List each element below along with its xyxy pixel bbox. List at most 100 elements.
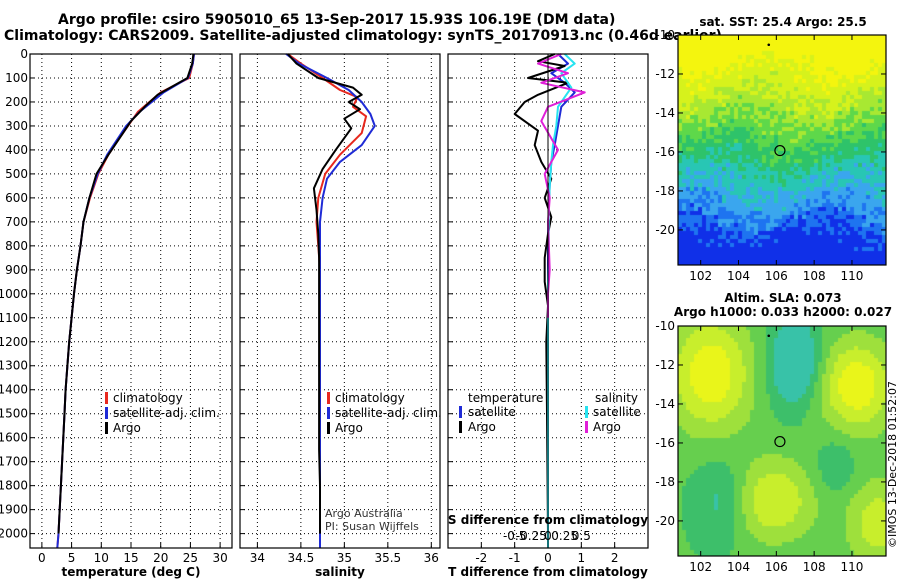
- sst_map-frame: [677, 34, 887, 266]
- sla_map: 102 104 106 108 110 -10 -12 -14 -16 -18 -20: [655, 319, 887, 574]
- temperature-legend-label: Argo: [113, 421, 141, 435]
- salinity-legend-label: climatology: [335, 391, 405, 405]
- difference-tick-label-x: 0: [544, 551, 552, 565]
- depth-tick-label: 1900: [0, 503, 28, 517]
- salinity-panel: 34 34.5 35 35.5 36 salinity climatologysatelli…: [239, 53, 442, 579]
- difference-tick-label-x: 1: [578, 551, 586, 565]
- secondary-tick-label: -0.5: [503, 529, 526, 543]
- salinity-tick-label-x: 34: [250, 551, 265, 565]
- salinity-legend-label: satellite-adj. clim.: [335, 406, 442, 420]
- difference-series-t-argo: [513, 53, 569, 534]
- sst-map-title: sat. SST: 25.4 Argo: 25.5: [699, 15, 866, 29]
- figure-title-line-1: Argo profile: csiro 5905010_65 13-Sep-20…: [58, 12, 616, 28]
- difference-tick-label-x: 2: [611, 551, 619, 565]
- depth-tick-label: 300: [5, 119, 28, 133]
- diff-legend-title-temperature: temperature: [468, 391, 543, 405]
- depth-tick-label: 500: [5, 167, 28, 181]
- sst_map-tick-label-x: 110: [841, 269, 864, 283]
- depth-tick-label: 400: [5, 143, 28, 157]
- sst_map-argo-marker: [774, 144, 786, 157]
- figure-title-line-2: Climatology: CARS2009. Satellite-adjuste…: [4, 28, 722, 44]
- depth-tick-label: 1000: [0, 287, 28, 301]
- sst_map-island-marker: [767, 43, 771, 47]
- salinity-tick-label-x: 34.5: [288, 551, 315, 565]
- sla_map-tick-label-y: -20: [655, 514, 675, 528]
- salinity-tick-label-x: 36: [424, 551, 439, 565]
- depth-tick-label: 0: [20, 47, 28, 61]
- temperature-xlabel: temperature (deg C): [62, 565, 201, 579]
- depth-tick-label: 1300: [0, 359, 28, 373]
- diff-legend-swatch-right: [585, 406, 588, 418]
- temperature-legend-swatch: [105, 392, 108, 404]
- depth-tick-label: 1500: [0, 407, 28, 421]
- salinity-frame: [239, 53, 441, 549]
- depth-tick-label: 700: [5, 215, 28, 229]
- temperature-legend-swatch: [105, 422, 108, 434]
- difference-series-t-satellite: [547, 53, 576, 548]
- salinity-legend-swatch: [327, 407, 330, 419]
- sla_map-tick-label-y: -18: [655, 475, 675, 489]
- diff-legend-swatch-left: [459, 406, 462, 418]
- sla_map-tick-label-x: 102: [689, 560, 712, 574]
- difference-series-s-satellite: [547, 53, 576, 548]
- difference-tick-label-x: -2: [475, 551, 487, 565]
- salinity-tick-label-x: 35: [337, 551, 352, 565]
- sla_map-tick-label-x: 106: [765, 560, 788, 574]
- diff-legend-label-left: satellite: [468, 405, 516, 419]
- sla_map-tick-label-y: -14: [655, 397, 675, 411]
- credit-argo-australia: Argo Australia: [325, 507, 403, 520]
- diff-legend-swatch-left: [459, 421, 462, 433]
- salinity-series-climatology: [287, 53, 368, 548]
- difference-tick-label-x: -1: [509, 551, 521, 565]
- temperature-legend-label: satellite-adj. clim.: [113, 406, 220, 420]
- sst_map-tick-label-y: -12: [655, 67, 675, 81]
- temperature-tick-label-x: 10: [94, 551, 109, 565]
- depth-tick-label: 1800: [0, 479, 28, 493]
- depth-tick-label: 1700: [0, 455, 28, 469]
- sla-map-subtitle: Argo h1000: 0.033 h2000: 0.027: [674, 305, 892, 319]
- sla_map-tick-label-y: -10: [655, 319, 675, 333]
- imos-credit: ©IMOS 13-Dec-2018 01:52:07: [886, 381, 899, 548]
- secondary-tick-label: 0: [544, 529, 552, 543]
- depth-tick-label: 1600: [0, 431, 28, 445]
- diff-legend-label-right: satellite: [593, 405, 641, 419]
- salinity-legend-label: Argo: [335, 421, 363, 435]
- salinity-tick-label-x: 35.5: [374, 551, 401, 565]
- sst_map-tick-label-y: -18: [655, 184, 675, 198]
- temperature-legend-swatch: [105, 407, 108, 419]
- diff-legend-label-right: Argo: [593, 420, 621, 434]
- diff-legend-swatch-right: [585, 421, 588, 433]
- diff-legend-title-salinity: salinity: [595, 391, 638, 405]
- sla_map-argo-marker: [774, 435, 786, 448]
- sla_map-island-marker: [767, 334, 771, 338]
- sst_map-tick-label-x: 108: [803, 269, 826, 283]
- temperature-legend-label: climatology: [113, 391, 183, 405]
- depth-tick-label: 1400: [0, 383, 28, 397]
- sla_map-tick-label-x: 104: [727, 560, 750, 574]
- sst_map-tick-label-y: -20: [655, 223, 675, 237]
- sla_map-tick-label-x: 108: [803, 560, 826, 574]
- sla_map-frame: [677, 325, 887, 557]
- sla_map-tick-label-x: 110: [841, 560, 864, 574]
- temperature-panel: 0 5 10 15 20 25 30 temperature (deg C) climatolo…: [29, 53, 233, 579]
- diff-legend-label-left: Argo: [468, 420, 496, 434]
- sst_map-tick-label-y: -10: [655, 28, 675, 42]
- sla-map-title: Altim. SLA: 0.073: [724, 291, 841, 305]
- temperature-tick-label-x: 30: [212, 551, 227, 565]
- depth-tick-label: 100: [5, 71, 28, 85]
- credit-pi-name: PI: Susan Wijffels: [325, 520, 419, 533]
- salinity-series-argo: [287, 53, 363, 534]
- sst_map-tick-label-x: 106: [765, 269, 788, 283]
- salinity-legend-swatch: [327, 422, 330, 434]
- depth-tick-label: 2000: [0, 527, 28, 541]
- difference-series-s-argo: [537, 53, 586, 318]
- secondary-tick-label: 0.5: [572, 529, 591, 543]
- sst_map-tick-label-x: 102: [689, 269, 712, 283]
- sla_map-tick-label-y: -12: [655, 358, 675, 372]
- sla_map-tick-label-y: -16: [655, 436, 675, 450]
- depth-tick-label: 1200: [0, 335, 28, 349]
- temperature-tick-label-x: 15: [123, 551, 138, 565]
- temperature-series-argo: [57, 53, 195, 534]
- salinity-legend-swatch: [327, 392, 330, 404]
